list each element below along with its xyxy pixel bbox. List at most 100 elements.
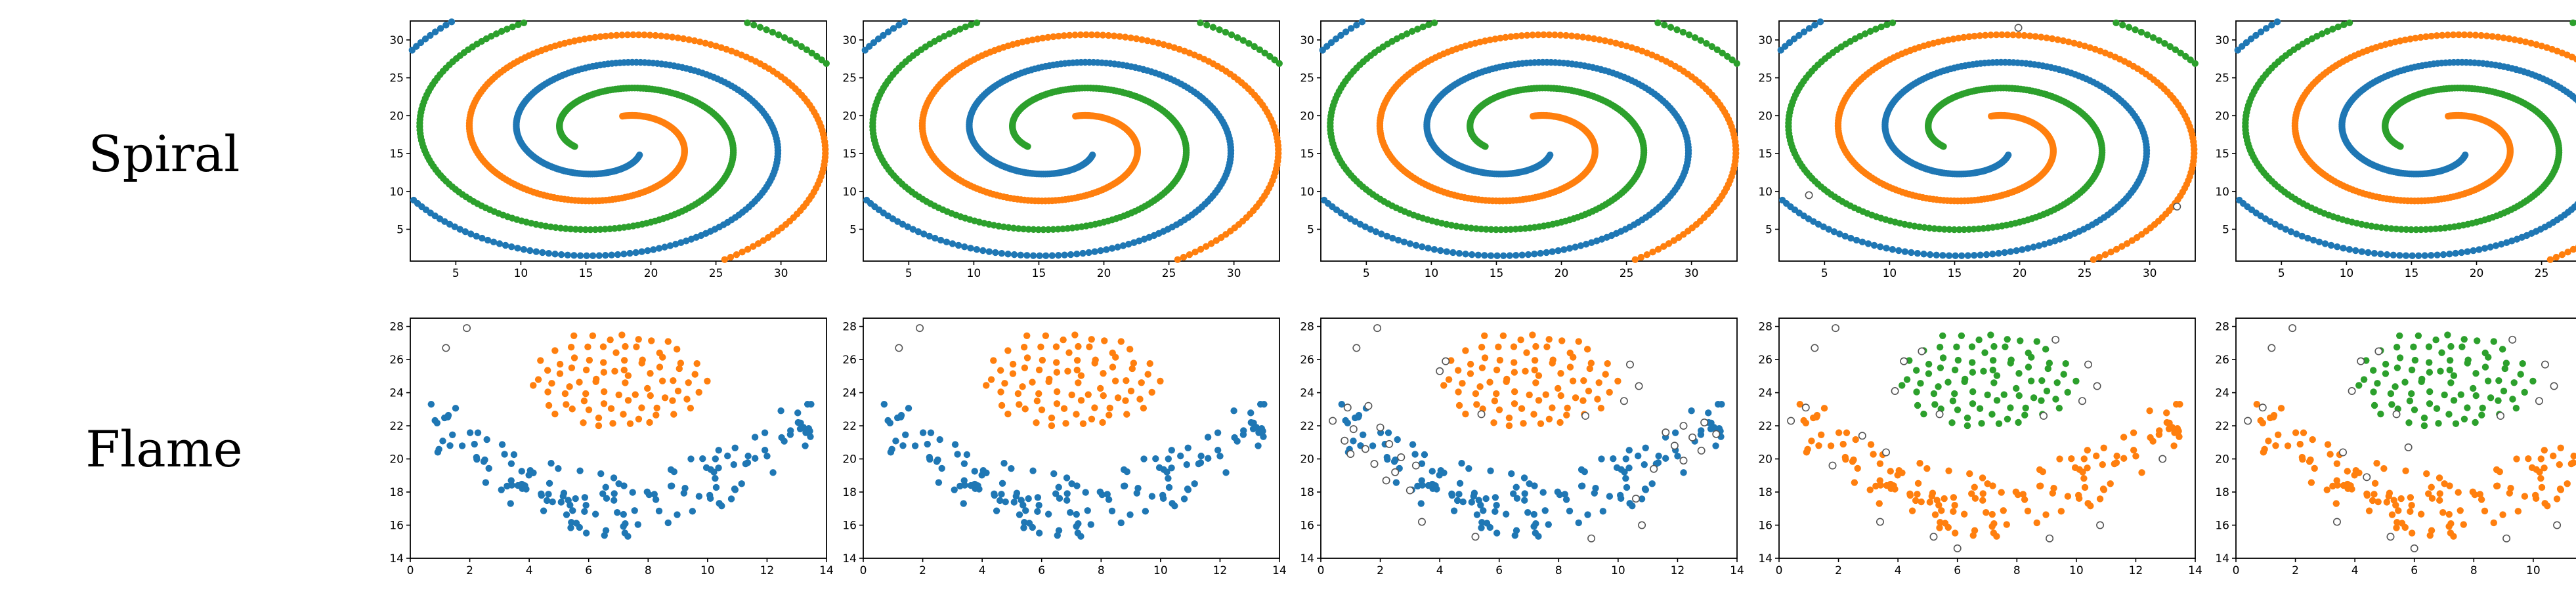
spiral-point-blue: [2464, 248, 2471, 255]
flame-point-blue: [439, 438, 446, 445]
flame-point-blue: [582, 501, 590, 509]
flame-point-blue: [800, 424, 807, 431]
flame-point-orange: [1585, 387, 1593, 395]
spiral-point-blue: [1320, 196, 1328, 204]
flame-point-orange: [624, 372, 632, 379]
spiral-point-orange: [1207, 240, 1215, 247]
flame-point-orange: [1531, 357, 1539, 364]
flame-point-orange: [661, 394, 669, 401]
flame-point-orange: [632, 391, 639, 398]
flame-point-blue: [777, 407, 784, 415]
spiral-point-orange: [1160, 41, 1167, 49]
flame-point-blue: [1473, 511, 1481, 518]
flame-point-blue: [514, 482, 522, 489]
flame-point-orange: [1556, 419, 1564, 426]
spiral-point-blue: [1455, 250, 1463, 257]
flame-point-blue: [1000, 460, 1008, 467]
spiral-point-blue: [1836, 230, 1843, 237]
flame-point-blue: [444, 413, 452, 421]
spiral-point-orange: [2128, 237, 2136, 244]
spiral-point-orange: [1643, 251, 1651, 258]
flame-point-blue: [1082, 489, 1089, 496]
flame-point-blue: [715, 464, 722, 472]
flame-point-orange: [620, 411, 627, 418]
spiral-point-green: [2143, 31, 2151, 39]
flame-point-blue: [668, 482, 676, 489]
flame-point-orange: [1587, 359, 1595, 367]
spiral-point-blue: [1036, 252, 1043, 260]
spiral-point-blue: [1537, 249, 1544, 257]
spiral-point-blue: [1367, 226, 1374, 233]
spiral-point-orange: [1540, 31, 1547, 39]
spiral-point-orange: [2118, 243, 2126, 250]
spiral-point-green: [1239, 37, 1247, 44]
flame-point-orange: [1138, 379, 1145, 386]
spiral-point-orange: [668, 33, 676, 41]
flame-point-orange: [1053, 388, 1061, 396]
flame-point-blue: [667, 466, 675, 474]
spiral-point-orange: [1513, 32, 1520, 40]
spiral-point-orange: [754, 240, 762, 247]
flame-point-orange: [611, 367, 618, 375]
spiral-point-blue: [1858, 238, 1866, 246]
spiral-point-blue: [1394, 236, 1402, 244]
spiral-point-blue: [1853, 236, 1860, 244]
spiral-point-blue: [1332, 35, 1340, 43]
flame-point-orange: [1476, 383, 1484, 390]
spiral-point-orange: [2569, 245, 2576, 253]
x-tick-label: 10: [514, 267, 528, 280]
spiral-point-blue: [2365, 249, 2372, 257]
flame-point-orange: [1053, 400, 1061, 407]
flame-point-blue: [603, 495, 611, 502]
spiral-point-orange: [1568, 32, 1576, 39]
flame-point-blue: [1197, 452, 1205, 460]
spiral-point-blue: [479, 234, 486, 242]
flame-point-blue: [951, 441, 959, 448]
spiral-point-orange: [2054, 36, 2061, 43]
plot-frame: [1320, 318, 1738, 559]
spiral-point-blue: [2315, 238, 2323, 246]
flame-point-orange: [1157, 377, 1164, 385]
spiral-point-green: [1020, 225, 1027, 233]
spiral-point-blue: [1342, 28, 1350, 35]
flame-point-orange: [1140, 404, 1148, 412]
flame-point-orange: [1127, 387, 1135, 395]
spiral-point-orange: [1149, 38, 1157, 46]
flame-point-orange: [1099, 419, 1106, 426]
spiral-point-blue: [2428, 252, 2435, 259]
spiral-point-orange: [1094, 31, 1101, 39]
spiral-point-green: [2161, 40, 2168, 47]
flame-point-orange: [1126, 346, 1134, 353]
spiral-point-green: [1203, 21, 1211, 29]
spiral-point-orange: [1574, 33, 1581, 40]
flame-point-orange: [1549, 404, 1556, 411]
flame-point-blue: [1214, 447, 1222, 454]
spiral-point-orange: [1144, 37, 1151, 45]
y-tick-label: 26: [389, 354, 404, 367]
spiral-point-orange: [2107, 248, 2114, 256]
spiral-point-blue: [1811, 22, 1818, 29]
flame-point-blue: [1168, 447, 1175, 454]
spiral-point-blue: [2013, 247, 2020, 255]
spiral-point-orange: [1944, 36, 1952, 44]
spiral-point-blue: [626, 249, 633, 257]
flame-point-orange: [1545, 336, 1553, 343]
flame-point-orange: [669, 397, 676, 404]
flame-point-orange: [1077, 397, 1085, 404]
flame-point-orange: [1542, 391, 1549, 398]
flame-point-blue: [763, 453, 771, 460]
spiral-point-orange: [1099, 31, 1107, 39]
flame-point-orange: [544, 388, 551, 396]
spiral-point-orange: [1127, 34, 1134, 41]
spiral-point-green: [1266, 52, 1274, 60]
spiral-point-blue: [557, 251, 565, 258]
spiral-point-blue: [1073, 250, 1081, 258]
spiral-point-blue: [1136, 237, 1143, 245]
spiral-point-blue: [2446, 250, 2453, 258]
flame-point-orange: [580, 397, 588, 405]
flame-point-blue: [1493, 529, 1501, 537]
x-tick-label: 15: [1490, 267, 1504, 280]
spiral-point-blue: [2277, 223, 2284, 230]
spiral-point-orange: [1618, 41, 1625, 49]
flame-point-blue: [1509, 490, 1517, 497]
